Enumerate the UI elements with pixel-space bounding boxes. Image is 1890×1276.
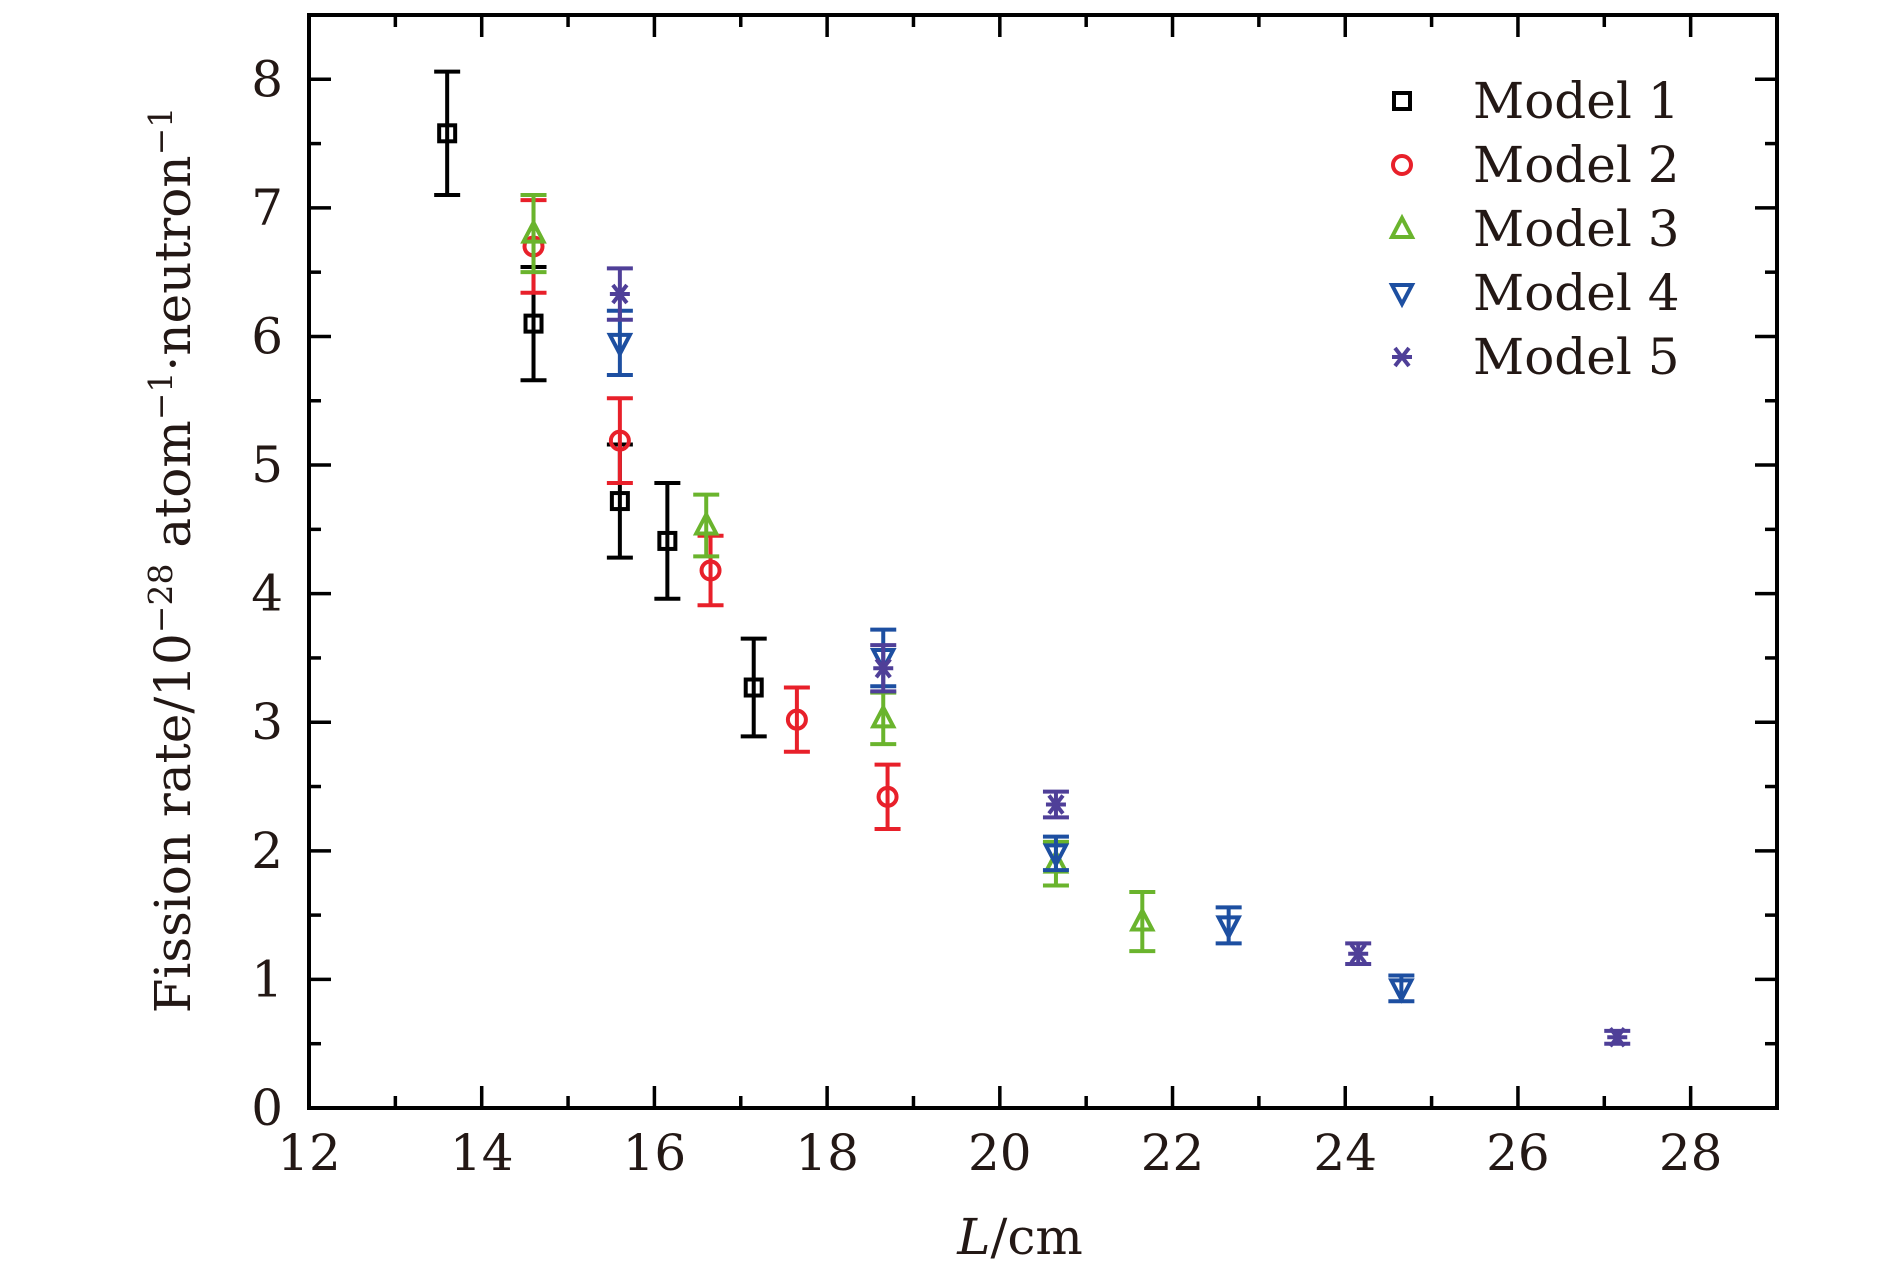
y-tick-label: 1	[251, 950, 283, 1008]
y-axis-label: Fission rate/10−28 atom−1·neutron−1	[141, 107, 202, 1014]
x-tick-label: 20	[968, 1124, 1032, 1182]
triangle-down-marker	[1388, 283, 1416, 309]
series-4	[606, 308, 1415, 1004]
series-1	[434, 69, 767, 739]
data-point	[434, 69, 461, 198]
asterisk-marker	[609, 283, 630, 305]
data-point	[869, 690, 897, 747]
legend-item-2: Model 2	[1391, 136, 1680, 194]
triangle-up-marker	[869, 703, 897, 729]
asterisk-marker	[873, 658, 894, 679]
legend-label: Model 1	[1473, 72, 1680, 130]
y-tick-label: 2	[251, 822, 283, 880]
y-tick-label: 0	[251, 1079, 283, 1137]
square-marker	[743, 677, 764, 698]
triangle-up-marker	[1388, 213, 1416, 239]
y-tick-labels: 0 1 2 3 4 5 6 7 8	[251, 50, 283, 1137]
x-tick-label: 14	[450, 1124, 514, 1182]
asterisk-marker	[1392, 346, 1412, 368]
data-point	[606, 266, 633, 322]
y-tick-label: 7	[251, 179, 283, 237]
asterisk-marker	[1045, 794, 1066, 815]
data-point	[1042, 834, 1070, 873]
x-tick-label: 26	[1486, 1124, 1550, 1182]
legend-item-3: Model 3	[1388, 200, 1680, 258]
circle-marker	[785, 708, 808, 731]
y-tick-label: 8	[251, 50, 283, 108]
data-point	[692, 492, 720, 559]
circle-marker	[608, 429, 631, 452]
triangle-down-marker	[1388, 978, 1415, 1004]
legend-item-4: Model 4	[1388, 264, 1680, 322]
data-point	[783, 685, 810, 754]
square-marker	[609, 491, 630, 512]
triangle-up-marker	[1128, 906, 1156, 932]
legend-label: Model 5	[1473, 328, 1680, 386]
data-point	[1042, 789, 1069, 820]
triangle-up-marker	[692, 510, 720, 536]
triangle-down-marker	[1042, 843, 1070, 869]
x-tick-labels: 12 14 16 18 20 22 24 26 28	[277, 1124, 1722, 1182]
data-point	[697, 533, 724, 608]
y-tick-label: 4	[251, 565, 283, 623]
data-point	[606, 396, 633, 486]
triangle-down-marker	[606, 332, 634, 359]
series-layer	[434, 69, 1631, 1048]
legend: Model 1 Model 2 Model 3 Model 4 Model 5	[1388, 72, 1680, 386]
data-point	[1345, 941, 1372, 966]
x-axis-label: L/cm	[956, 1208, 1082, 1266]
data-point	[740, 636, 767, 739]
axis-ticks	[307, 15, 1777, 1110]
data-point	[1128, 889, 1156, 954]
y-tick-label: 6	[251, 307, 283, 365]
y-tick-label: 3	[251, 693, 283, 751]
square-marker	[657, 530, 678, 551]
legend-label: Model 4	[1473, 264, 1680, 322]
circle-marker	[1391, 154, 1413, 176]
x-tick-label: 28	[1659, 1124, 1723, 1182]
data-point	[870, 643, 897, 694]
y-tick-label: 5	[251, 436, 283, 494]
x-tick-label: 16	[623, 1124, 687, 1182]
legend-item-5: Model 5	[1392, 328, 1680, 386]
legend-label: Model 3	[1473, 200, 1680, 258]
x-tick-label: 24	[1313, 1124, 1377, 1182]
asterisk-marker	[1348, 943, 1369, 964]
legend-label: Model 2	[1473, 136, 1680, 194]
data-point	[1215, 905, 1242, 946]
plot-frame	[307, 13, 1779, 1110]
series-5	[606, 266, 1631, 1048]
square-marker	[523, 313, 544, 334]
data-point	[520, 193, 547, 275]
data-point	[874, 762, 901, 831]
x-tick-label: 18	[795, 1124, 859, 1182]
square-marker	[1392, 91, 1412, 111]
asterisk-marker	[1607, 1027, 1628, 1048]
data-point	[1388, 973, 1415, 1004]
circle-marker	[876, 785, 899, 808]
legend-item-1: Model 1	[1392, 72, 1680, 130]
data-point	[654, 481, 681, 601]
triangle-down-marker	[1215, 915, 1242, 941]
triangle-up-marker	[520, 218, 547, 244]
x-tick-label: 12	[277, 1124, 341, 1182]
x-tick-label: 22	[1141, 1124, 1205, 1182]
data-point	[1604, 1027, 1631, 1048]
series-2	[520, 198, 901, 831]
square-marker	[437, 123, 458, 144]
circle-marker	[699, 559, 722, 582]
